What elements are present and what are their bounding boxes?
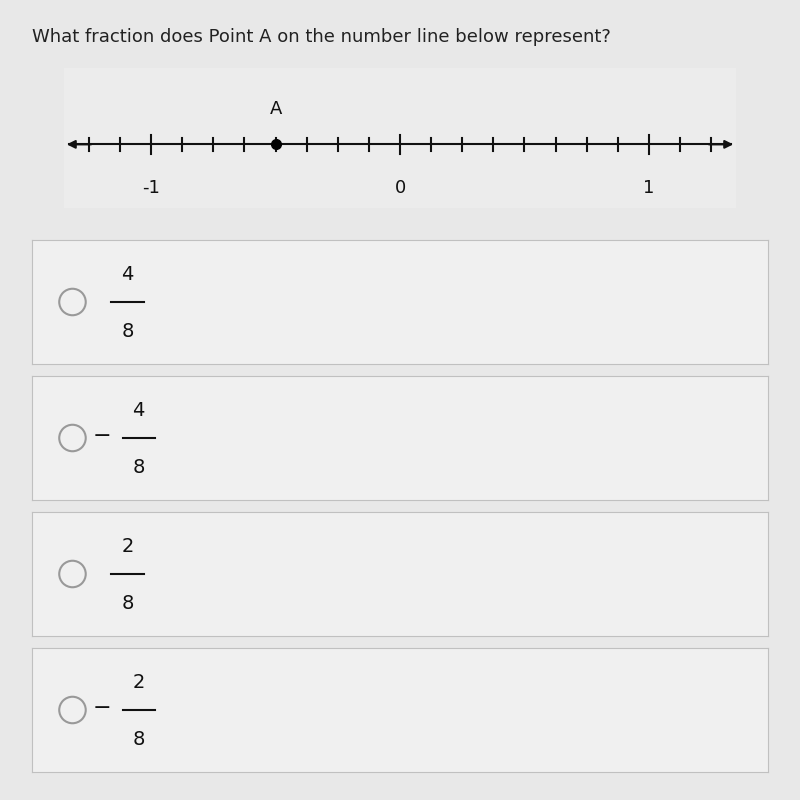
- Text: 8: 8: [133, 730, 145, 750]
- Text: 4: 4: [133, 402, 145, 420]
- Text: A: A: [270, 100, 282, 118]
- Text: 4: 4: [122, 266, 134, 284]
- Text: −: −: [93, 426, 111, 446]
- Text: 8: 8: [122, 322, 134, 342]
- Text: 2: 2: [133, 674, 145, 692]
- Text: 1: 1: [643, 179, 654, 198]
- Text: 0: 0: [394, 179, 406, 198]
- Text: What fraction does Point A on the number line below represent?: What fraction does Point A on the number…: [32, 28, 611, 46]
- Text: 2: 2: [122, 538, 134, 556]
- Text: −: −: [93, 698, 111, 718]
- Text: 8: 8: [122, 594, 134, 614]
- Text: 8: 8: [133, 458, 145, 478]
- Text: -1: -1: [142, 179, 160, 198]
